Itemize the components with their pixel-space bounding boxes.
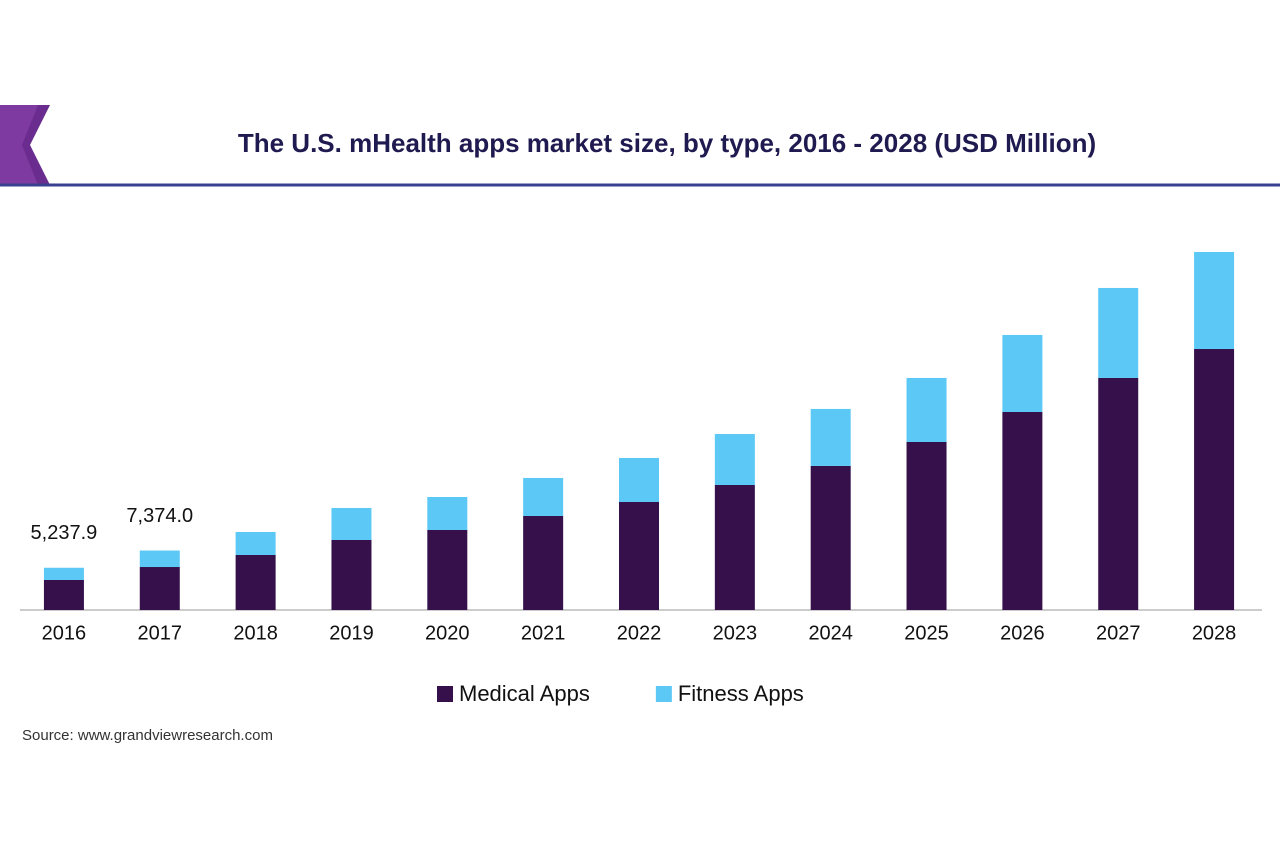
legend-swatch [437, 686, 453, 702]
bar-segment [810, 465, 851, 610]
bar-segment [235, 554, 276, 610]
bar-segment [427, 529, 468, 610]
bar-segment [1098, 287, 1139, 378]
x-tick-label: 2024 [808, 622, 853, 644]
source: Source: www.grandviewresearch.com [22, 727, 273, 744]
bar-segment [235, 532, 276, 555]
x-tick-label: 2027 [1096, 622, 1141, 644]
bar-segment [523, 515, 564, 610]
header-decoration [0, 105, 38, 185]
legend-swatch [655, 686, 672, 702]
bar-segment [139, 567, 180, 610]
bar-segment [139, 550, 180, 568]
x-tick-label: 2018 [233, 622, 278, 644]
data-label: 7,374.0 [126, 505, 193, 527]
x-tick-label: 2021 [521, 622, 566, 644]
bar-segment [427, 497, 468, 530]
bar-segment [619, 502, 659, 610]
data-label: 5,237.9 [31, 522, 98, 544]
x-tick-label: 2023 [713, 622, 758, 644]
x-tick-label: 2020 [425, 622, 470, 644]
bar-segment [523, 477, 564, 516]
bar-segment [1194, 349, 1235, 610]
bar-segment [1002, 334, 1043, 412]
bar-segment [619, 457, 659, 503]
bar-segment [331, 539, 372, 610]
x-tick-label: 2025 [904, 622, 949, 644]
bar-segment [714, 434, 755, 485]
legend-label: Medical Apps [459, 681, 590, 706]
x-tick-label: 2017 [138, 622, 183, 644]
bar-segment [331, 507, 372, 540]
bar-segment [1098, 377, 1139, 610]
x-tick-label: 2028 [1192, 622, 1237, 644]
x-tick-label: 2016 [42, 622, 87, 644]
legend-label: Fitness Apps [678, 681, 804, 706]
chart-title: The U.S. mHealth apps market size, by ty… [238, 128, 1096, 158]
x-tick-label: 2022 [617, 622, 662, 644]
bar-segment [1194, 251, 1235, 350]
bar-segment [810, 408, 851, 466]
bar-segment [714, 484, 755, 610]
bar-segment [1002, 411, 1043, 610]
bar-segment [43, 567, 84, 580]
x-tick-label: 2019 [329, 622, 374, 644]
x-tick-label: 2026 [1000, 622, 1045, 644]
bar-segment [43, 579, 84, 610]
bar-segment [906, 442, 947, 610]
bar-segment [906, 377, 947, 443]
